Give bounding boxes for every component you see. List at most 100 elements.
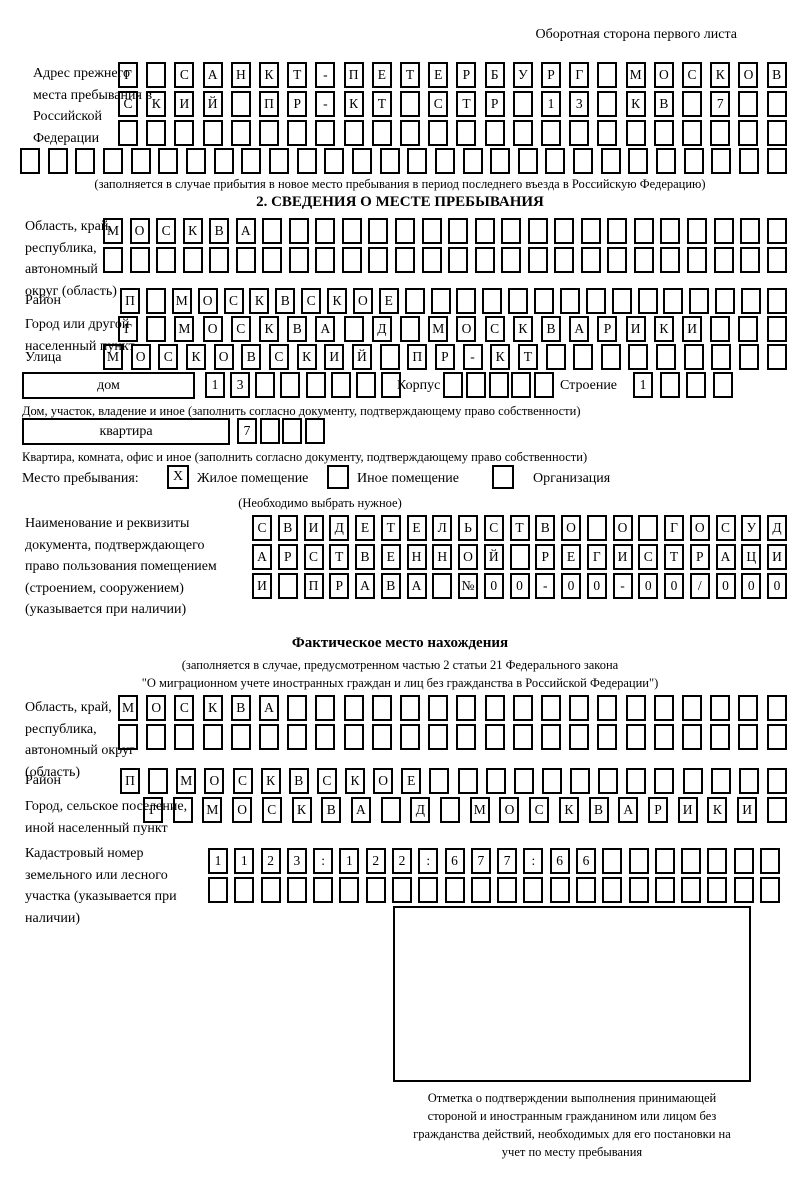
char-cell[interactable] [230, 724, 251, 750]
char-cell[interactable]: Е [428, 62, 449, 88]
char-cell[interactable] [597, 695, 618, 721]
char-cell[interactable]: Н [230, 62, 251, 88]
char-cell[interactable]: К [558, 797, 579, 823]
char-cell[interactable]: К [185, 344, 206, 370]
char-cell[interactable]: Г [664, 515, 684, 541]
char-cell[interactable] [660, 218, 681, 244]
char-cell[interactable] [660, 247, 681, 273]
char-cell[interactable] [738, 724, 759, 750]
char-cell[interactable] [421, 247, 442, 273]
char-cell[interactable]: № [458, 573, 478, 599]
char-cell[interactable]: К [625, 91, 646, 117]
char-cell[interactable]: Н [406, 544, 427, 570]
char-cell[interactable]: - [315, 62, 336, 88]
char-cell[interactable]: К [327, 288, 347, 314]
char-cell[interactable] [343, 695, 364, 721]
char-cell[interactable] [47, 148, 68, 174]
char-cell[interactable]: П [343, 62, 364, 88]
char-cell[interactable] [573, 148, 594, 174]
char-cell[interactable] [545, 344, 566, 370]
char-cell[interactable] [541, 724, 562, 750]
char-cell[interactable]: М [171, 288, 192, 314]
char-cell[interactable] [509, 544, 530, 570]
char-cell[interactable]: С [529, 797, 550, 823]
char-cell[interactable] [681, 877, 702, 903]
char-cell[interactable]: Р [689, 544, 710, 570]
char-cell[interactable] [235, 247, 256, 273]
char-cell[interactable] [234, 877, 255, 903]
char-cell[interactable]: С [230, 316, 251, 342]
char-cell[interactable]: С [174, 62, 195, 88]
char-cell[interactable]: У [512, 62, 533, 88]
char-cell[interactable] [343, 120, 364, 146]
char-cell[interactable] [766, 91, 787, 117]
char-cell[interactable]: И [677, 797, 698, 823]
char-cell[interactable]: С [252, 515, 272, 541]
char-cell[interactable]: М [103, 218, 123, 244]
char-cell[interactable] [711, 344, 732, 370]
char-cell[interactable]: О [612, 515, 633, 541]
char-cell[interactable]: 7 [497, 848, 518, 874]
char-cell[interactable]: Н [432, 544, 453, 570]
char-cell[interactable]: О [373, 768, 394, 794]
char-cell[interactable] [527, 218, 548, 244]
char-cell[interactable]: 2 [260, 848, 281, 874]
char-cell[interactable]: С [316, 768, 337, 794]
char-cell[interactable] [607, 218, 628, 244]
char-cell[interactable] [391, 877, 412, 903]
char-cell[interactable] [351, 148, 372, 174]
char-cell[interactable]: К [260, 768, 281, 794]
char-cell[interactable] [534, 288, 554, 314]
char-cell[interactable]: : [523, 848, 544, 874]
char-cell[interactable] [523, 877, 544, 903]
char-cell[interactable]: П [120, 768, 140, 794]
char-cell[interactable]: М [469, 797, 490, 823]
char-cell[interactable] [260, 877, 281, 903]
char-cell[interactable]: 0 [664, 573, 684, 599]
char-cell[interactable]: М [202, 797, 223, 823]
char-cell[interactable] [418, 877, 439, 903]
char-cell[interactable]: 1 [541, 91, 562, 117]
char-cell[interactable] [230, 120, 251, 146]
char-cell[interactable] [512, 695, 533, 721]
char-cell[interactable] [512, 724, 533, 750]
char-cell[interactable] [766, 316, 787, 342]
char-cell[interactable] [330, 372, 351, 398]
char-cell[interactable]: Р [541, 62, 562, 88]
char-cell[interactable]: Й [351, 344, 372, 370]
char-cell[interactable] [598, 768, 619, 794]
char-cell[interactable] [241, 148, 262, 174]
char-cell[interactable] [172, 797, 193, 823]
char-cell[interactable]: 7 [237, 418, 257, 444]
char-cell[interactable] [738, 91, 759, 117]
char-cell[interactable] [683, 148, 704, 174]
char-cell[interactable] [710, 695, 731, 721]
char-cell[interactable]: Е [401, 768, 422, 794]
char-cell[interactable] [545, 148, 566, 174]
char-cell[interactable] [262, 247, 283, 273]
char-cell[interactable]: О [653, 62, 674, 88]
char-cell[interactable] [280, 372, 301, 398]
char-cell[interactable] [313, 877, 334, 903]
char-cell[interactable] [687, 247, 708, 273]
char-cell[interactable]: 1 [633, 372, 653, 398]
char-cell[interactable]: А [406, 573, 427, 599]
char-cell[interactable] [740, 218, 761, 244]
char-cell[interactable] [315, 695, 336, 721]
char-cell[interactable]: Т [509, 515, 530, 541]
char-cell[interactable] [607, 247, 628, 273]
char-cell[interactable] [689, 288, 710, 314]
char-cell[interactable]: О [130, 344, 151, 370]
char-cell[interactable] [511, 372, 532, 398]
char-cell[interactable]: О [738, 62, 759, 88]
char-cell[interactable] [628, 848, 649, 874]
char-cell[interactable] [286, 877, 307, 903]
char-cell[interactable] [654, 848, 675, 874]
char-cell[interactable] [654, 768, 675, 794]
char-cell[interactable]: Р [277, 544, 298, 570]
char-cell[interactable] [365, 877, 386, 903]
char-cell[interactable]: 3 [286, 848, 307, 874]
char-cell[interactable] [209, 247, 230, 273]
char-cell[interactable]: А [355, 573, 375, 599]
char-cell[interactable] [259, 120, 280, 146]
